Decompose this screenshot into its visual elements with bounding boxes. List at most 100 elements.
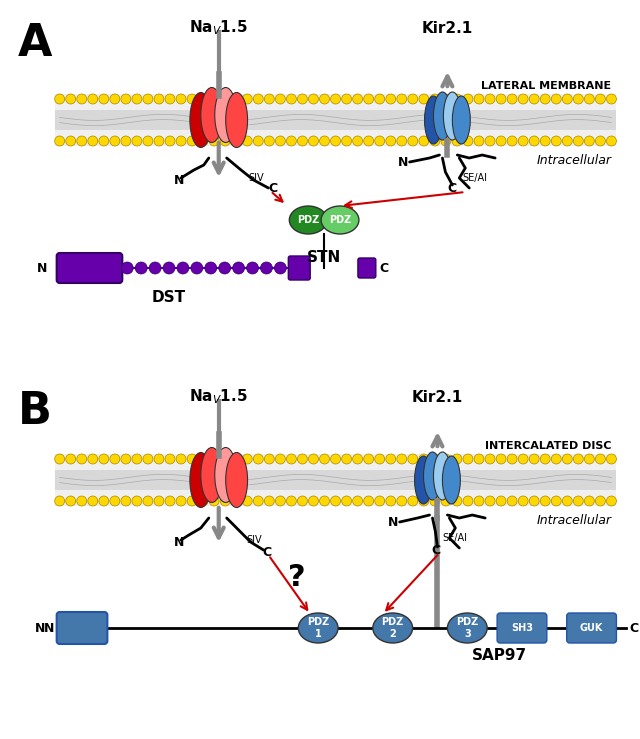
Circle shape [198, 94, 208, 104]
Text: N: N [44, 621, 54, 635]
Text: C: C [448, 182, 457, 194]
Circle shape [246, 262, 259, 274]
Circle shape [191, 262, 203, 274]
Circle shape [419, 136, 429, 146]
FancyBboxPatch shape [289, 256, 310, 280]
Text: SIV: SIV [246, 535, 262, 545]
Circle shape [551, 454, 561, 464]
Circle shape [353, 496, 363, 506]
Circle shape [220, 94, 230, 104]
Circle shape [231, 94, 241, 104]
Circle shape [386, 454, 396, 464]
Circle shape [176, 454, 186, 464]
FancyBboxPatch shape [497, 613, 547, 643]
Circle shape [595, 454, 605, 464]
Circle shape [563, 496, 572, 506]
Circle shape [386, 94, 396, 104]
Circle shape [54, 454, 65, 464]
Text: ?: ? [287, 564, 305, 593]
Circle shape [386, 496, 396, 506]
Circle shape [264, 496, 275, 506]
Text: PDZ
3: PDZ 3 [456, 617, 479, 638]
Circle shape [198, 136, 208, 146]
Circle shape [163, 262, 175, 274]
Text: PDZ
2: PDZ 2 [381, 617, 404, 638]
Circle shape [198, 454, 208, 464]
Circle shape [77, 136, 86, 146]
Text: C: C [431, 543, 440, 556]
Circle shape [573, 94, 583, 104]
Circle shape [364, 136, 374, 146]
Text: C: C [269, 182, 278, 194]
Circle shape [220, 496, 230, 506]
Text: SH3: SH3 [511, 623, 533, 633]
Circle shape [253, 94, 263, 104]
Circle shape [397, 496, 407, 506]
Circle shape [205, 262, 217, 274]
Ellipse shape [226, 92, 248, 148]
Circle shape [518, 496, 528, 506]
Circle shape [243, 136, 252, 146]
Circle shape [121, 94, 131, 104]
Circle shape [77, 94, 86, 104]
Circle shape [110, 496, 120, 506]
Circle shape [474, 454, 484, 464]
Circle shape [132, 94, 142, 104]
Circle shape [187, 454, 197, 464]
Circle shape [397, 454, 407, 464]
Circle shape [220, 454, 230, 464]
Circle shape [88, 454, 98, 464]
Circle shape [595, 94, 605, 104]
Circle shape [518, 454, 528, 464]
Circle shape [540, 94, 550, 104]
Circle shape [551, 496, 561, 506]
Circle shape [353, 136, 363, 146]
Circle shape [529, 454, 539, 464]
Ellipse shape [201, 448, 223, 503]
Circle shape [99, 136, 109, 146]
Circle shape [308, 136, 319, 146]
Circle shape [54, 496, 65, 506]
Text: INTERCALATED DISC: INTERCALATED DISC [485, 441, 611, 451]
Circle shape [452, 496, 462, 506]
Circle shape [287, 454, 296, 464]
Circle shape [518, 94, 528, 104]
Circle shape [507, 496, 517, 506]
Ellipse shape [415, 456, 433, 504]
Circle shape [518, 136, 528, 146]
Ellipse shape [226, 452, 248, 508]
FancyBboxPatch shape [566, 613, 616, 643]
Circle shape [551, 94, 561, 104]
Ellipse shape [321, 206, 359, 234]
Text: Intracellular: Intracellular [536, 514, 611, 527]
Circle shape [496, 454, 506, 464]
Circle shape [375, 94, 385, 104]
Text: N: N [35, 621, 45, 635]
Circle shape [110, 454, 120, 464]
Text: C: C [629, 621, 639, 635]
Circle shape [485, 136, 495, 146]
Circle shape [264, 94, 275, 104]
Circle shape [441, 454, 451, 464]
Circle shape [452, 94, 462, 104]
Circle shape [219, 262, 230, 274]
Circle shape [77, 454, 86, 464]
Circle shape [66, 454, 76, 464]
Circle shape [176, 136, 186, 146]
Circle shape [507, 454, 517, 464]
Circle shape [243, 496, 252, 506]
Circle shape [88, 94, 98, 104]
FancyBboxPatch shape [358, 258, 376, 278]
Ellipse shape [215, 448, 237, 503]
Circle shape [353, 94, 363, 104]
Circle shape [253, 496, 263, 506]
Circle shape [99, 94, 109, 104]
Circle shape [573, 496, 583, 506]
Circle shape [275, 496, 285, 506]
Circle shape [122, 262, 133, 274]
Circle shape [165, 454, 175, 464]
Circle shape [452, 454, 462, 464]
Text: PDZ
1: PDZ 1 [307, 617, 329, 638]
Circle shape [331, 496, 340, 506]
Circle shape [584, 94, 595, 104]
